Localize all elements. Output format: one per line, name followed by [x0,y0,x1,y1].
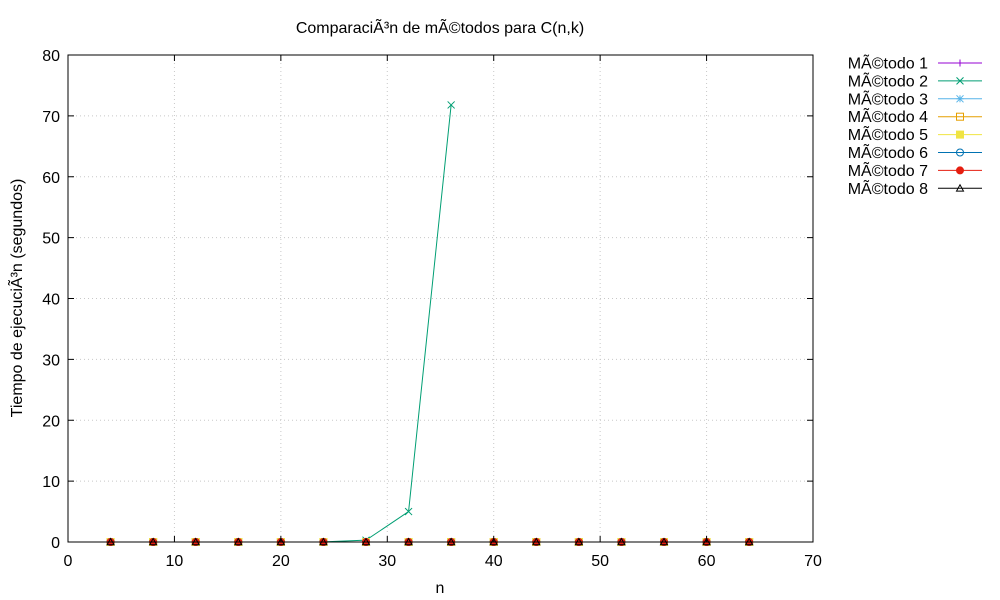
legend-item-3: MÃ©todo 3 [848,88,982,108]
y-tick-label: 80 [42,48,60,65]
data-point [956,148,964,157]
data-point [956,94,964,103]
y-tick-label: 20 [42,413,60,430]
x-tick-label: 30 [378,553,396,570]
legend-label: MÃ©todo 2 [848,70,928,90]
y-tick-label: 60 [42,170,60,187]
legend-label: MÃ©todo 8 [848,178,928,198]
data-point [955,183,965,192]
legend-item-8: MÃ©todo 8 [848,178,982,198]
x-tick-label: 20 [272,553,290,570]
legend-label: MÃ©todo 6 [848,142,928,162]
legend-label: MÃ©todo 3 [848,88,928,108]
x-tick-label: 0 [64,553,73,570]
legend-item-4: MÃ©todo 4 [848,106,982,126]
y-tick-label: 10 [42,474,60,491]
legend-item-7: MÃ©todo 7 [848,160,982,180]
x-tick-label: 10 [166,553,184,570]
x-tick-label: 60 [698,553,716,570]
grid [68,55,813,542]
x-axis-label: n [436,580,445,597]
y-tick-label: 50 [42,231,60,248]
y-tick-label: 0 [51,535,60,552]
legend-item-6: MÃ©todo 6 [848,142,982,162]
data-point [956,112,964,121]
legend-label: MÃ©todo 4 [848,106,928,126]
y-tick-label: 30 [42,352,60,369]
legend: MÃ©todo 1MÃ©todo 2MÃ©todo 3MÃ©todo 4MÃ©t… [848,53,982,198]
legend-item-5: MÃ©todo 5 [848,124,982,144]
legend-label: MÃ©todo 1 [848,53,928,73]
legend-label: MÃ©todo 5 [848,124,928,144]
x-tick-label: 70 [804,553,822,570]
tick-layer: 0 10 20 30 40 50 60 70 0 10 20 30 40 50 60 70 80 [42,48,822,570]
legend-item-1: MÃ©todo 1 [848,53,982,73]
y-tick-label: 70 [42,109,60,126]
legend-label: MÃ©todo 7 [848,160,928,180]
data-point [404,507,413,516]
x-tick-label: 50 [591,553,609,570]
data-point [956,59,964,67]
data-point [956,166,964,175]
series-layer [106,101,754,546]
y-tick-label: 40 [42,292,60,309]
data-point [956,77,964,85]
chart-title: ComparaciÃ³n de mÃ©todos para C(n,k) [296,17,584,37]
data-point [447,101,455,109]
x-tick-label: 40 [485,553,503,570]
y-axis-label: Tiempo de ejecuciÃ³n (segundos) [6,179,26,418]
legend-item-2: MÃ©todo 2 [848,70,982,90]
data-point [956,130,964,139]
